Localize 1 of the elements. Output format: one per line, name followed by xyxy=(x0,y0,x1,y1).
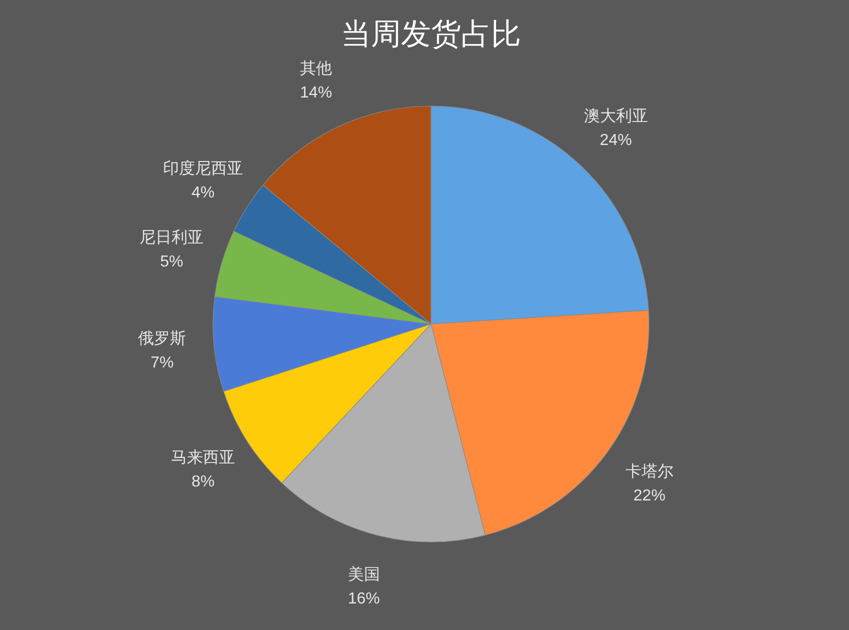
title: 当周发货占比 xyxy=(341,18,521,51)
